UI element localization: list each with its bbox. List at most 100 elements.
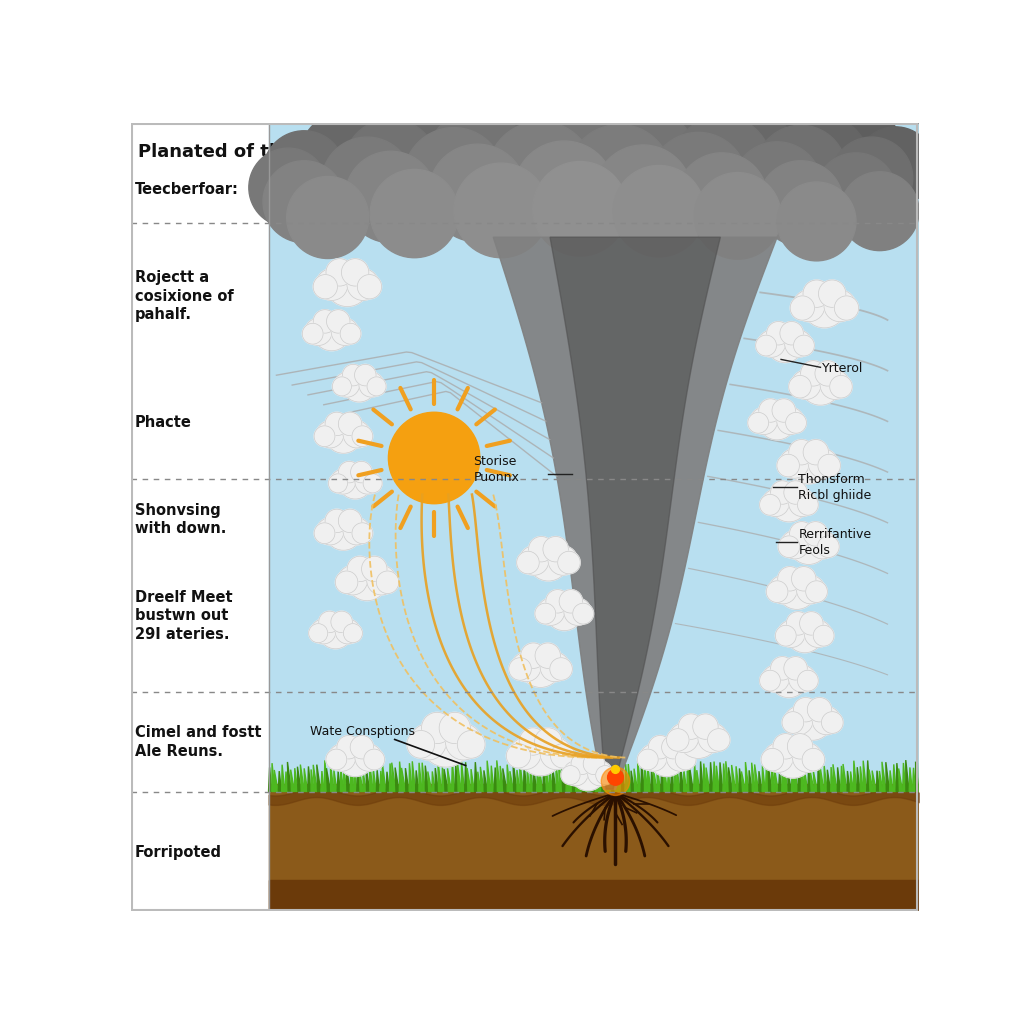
Polygon shape [614,764,618,792]
Polygon shape [572,762,575,792]
Polygon shape [325,761,328,792]
Circle shape [812,707,841,735]
Polygon shape [653,768,657,792]
Polygon shape [503,768,507,792]
Circle shape [519,728,547,756]
Circle shape [800,365,841,406]
Text: Phacte: Phacte [134,415,191,430]
Circle shape [767,322,791,345]
Polygon shape [344,768,347,792]
Circle shape [732,141,822,231]
Circle shape [840,172,920,251]
Polygon shape [736,766,739,792]
Circle shape [779,449,809,478]
Circle shape [338,509,361,532]
Polygon shape [537,771,540,792]
Circle shape [762,489,790,516]
Circle shape [517,551,540,573]
Polygon shape [438,761,441,792]
Polygon shape [726,761,729,792]
Circle shape [548,546,578,575]
Polygon shape [300,765,304,792]
Polygon shape [684,770,687,792]
Polygon shape [377,770,380,792]
Polygon shape [787,770,792,792]
Circle shape [350,735,374,759]
Polygon shape [455,764,458,792]
Polygon shape [526,769,530,792]
Polygon shape [700,762,703,792]
Polygon shape [279,771,282,792]
Circle shape [445,724,481,760]
Polygon shape [912,768,915,792]
Circle shape [601,767,630,796]
Circle shape [640,744,667,771]
Polygon shape [765,763,769,792]
Circle shape [739,99,830,190]
Polygon shape [359,771,364,792]
Polygon shape [519,760,523,792]
Polygon shape [781,762,785,792]
Circle shape [558,551,581,573]
Circle shape [528,540,569,581]
Polygon shape [687,761,690,792]
Circle shape [777,566,802,591]
Polygon shape [595,764,599,792]
Polygon shape [484,770,487,792]
Circle shape [808,530,837,559]
Circle shape [494,76,604,186]
Circle shape [367,565,396,595]
Polygon shape [337,771,340,792]
Polygon shape [664,761,668,792]
Circle shape [760,671,780,691]
Polygon shape [467,768,471,792]
Circle shape [788,666,816,692]
Circle shape [794,335,814,356]
Polygon shape [425,766,429,792]
Polygon shape [707,768,710,792]
Circle shape [458,730,485,758]
Circle shape [798,671,818,691]
Circle shape [793,742,822,772]
Circle shape [830,137,912,219]
Polygon shape [869,769,873,792]
Circle shape [762,666,790,692]
Circle shape [318,614,353,649]
Polygon shape [340,769,344,792]
Circle shape [775,626,797,646]
Circle shape [509,737,541,770]
Circle shape [773,733,799,759]
Circle shape [792,370,821,399]
Polygon shape [813,771,817,792]
Polygon shape [373,768,376,792]
Circle shape [821,712,843,733]
Polygon shape [696,770,700,792]
Circle shape [314,523,335,544]
Polygon shape [346,765,350,792]
Polygon shape [444,769,449,792]
Circle shape [340,324,360,344]
Circle shape [336,738,374,776]
Circle shape [782,712,804,733]
Polygon shape [395,768,399,792]
Polygon shape [288,762,291,792]
Circle shape [797,575,824,604]
Polygon shape [589,763,592,792]
Circle shape [785,413,807,433]
Circle shape [807,697,831,722]
Polygon shape [906,760,909,792]
Circle shape [364,474,382,493]
Circle shape [802,749,824,771]
Circle shape [803,280,830,307]
Text: Planated of the teurndsform: Planated of the teurndsform [138,142,427,161]
Polygon shape [362,771,367,792]
Circle shape [331,318,358,345]
Circle shape [806,581,827,602]
Circle shape [519,546,549,575]
Circle shape [678,718,719,759]
Circle shape [308,624,328,643]
Circle shape [571,753,593,774]
Text: Shonvsing
with down.: Shonvsing with down. [134,503,226,537]
Circle shape [760,495,780,515]
Polygon shape [471,769,474,792]
